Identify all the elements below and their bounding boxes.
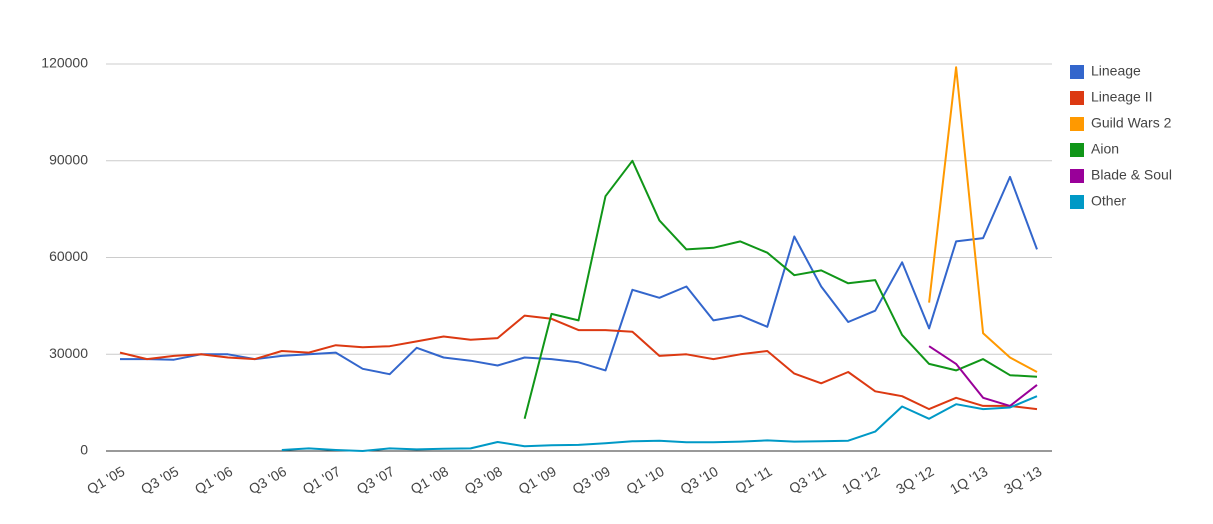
x-tick-label: 1Q '13 — [947, 463, 991, 497]
x-tick-label: Q3 '06 — [246, 463, 290, 497]
x-tick-label: Q3 '07 — [354, 463, 398, 497]
legend-swatch — [1070, 65, 1084, 79]
legend-label: Lineage — [1091, 63, 1141, 79]
legend-swatch — [1070, 143, 1084, 157]
legend-label: Lineage II — [1091, 89, 1153, 105]
series-line — [120, 175, 1038, 376]
series-line — [928, 345, 1038, 407]
y-tick-label: 60000 — [49, 248, 88, 264]
series-line — [281, 395, 1038, 452]
legend-label: Other — [1091, 193, 1126, 209]
series-line — [119, 314, 1038, 411]
y-tick-label: 120000 — [41, 55, 88, 71]
x-tick-label: 3Q '13 — [1001, 463, 1045, 497]
legend-swatch — [1070, 91, 1084, 105]
y-tick-label: 90000 — [49, 151, 88, 167]
x-tick-label: Q1 '07 — [300, 463, 344, 497]
x-tick-label: Q1 '05 — [84, 463, 128, 497]
x-tick-label: Q1 '10 — [623, 463, 667, 497]
y-tick-label: 0 — [80, 442, 88, 458]
legend-label: Guild Wars 2 — [1091, 115, 1172, 131]
x-tick-label: Q3 '08 — [462, 463, 506, 497]
x-tick-label: Q3 '10 — [677, 463, 721, 497]
series-line — [928, 66, 1038, 373]
legend-label: Blade & Soul — [1091, 167, 1172, 183]
x-tick-label: Q3 '09 — [569, 463, 613, 497]
x-tick-label: 1Q '12 — [839, 463, 883, 497]
x-tick-label: Q1 '06 — [192, 463, 236, 497]
x-tick-label: 3Q '12 — [893, 463, 937, 497]
legend-swatch — [1070, 195, 1084, 209]
legend-swatch — [1070, 169, 1084, 183]
legend-label: Aion — [1091, 141, 1119, 157]
x-tick-label: Q1 '11 — [732, 463, 775, 497]
x-tick-label: Q1 '09 — [516, 463, 560, 497]
x-tick-label: Q3 '11 — [786, 463, 829, 497]
y-tick-label: 30000 — [49, 345, 88, 361]
series-line — [523, 159, 1038, 420]
x-tick-label: Q3 '05 — [138, 463, 182, 497]
x-tick-label: Q1 '08 — [408, 463, 452, 497]
legend-swatch — [1070, 117, 1084, 131]
